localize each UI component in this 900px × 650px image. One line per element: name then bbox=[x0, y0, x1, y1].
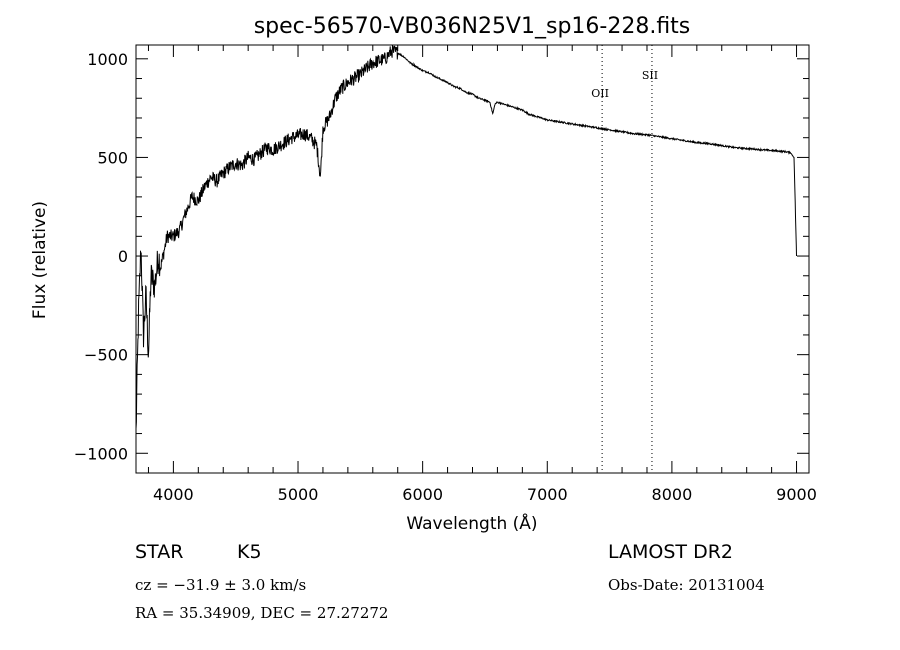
x-tick-label: 7000 bbox=[527, 485, 568, 504]
velocity-readout: cz = −31.9 ± 3.0 km/s bbox=[135, 576, 307, 594]
x-tick-label: 9000 bbox=[776, 485, 817, 504]
y-tick-label: 500 bbox=[97, 148, 128, 167]
x-tick-label: 8000 bbox=[652, 485, 693, 504]
emission-lines: OII SII bbox=[591, 45, 658, 473]
survey-name: LAMOST DR2 bbox=[608, 541, 733, 563]
axis-ticks bbox=[136, 45, 809, 474]
y-tick-label: −1000 bbox=[74, 444, 128, 463]
x-tick-label: 5000 bbox=[278, 485, 319, 504]
object-class: STAR bbox=[135, 541, 184, 563]
tick-labels: 4000 5000 6000 7000 8000 9000 −1000 −500 0 500 100… bbox=[74, 50, 817, 504]
y-tick-label: −500 bbox=[84, 346, 128, 365]
x-tick-label: 4000 bbox=[153, 485, 194, 504]
y-tick-label: 0 bbox=[118, 247, 128, 266]
x-axis-label: Wavelength (Å) bbox=[406, 512, 537, 534]
spectrum-series-line bbox=[135, 44, 797, 429]
observation-date: Obs-Date: 20131004 bbox=[608, 576, 765, 594]
x-tick-label: 6000 bbox=[402, 485, 443, 504]
line-label-oii: OII bbox=[591, 87, 609, 100]
chart-title: spec-56570-VB036N25V1_sp16-228.fits bbox=[254, 14, 691, 39]
object-subclass: K5 bbox=[237, 541, 262, 563]
y-axis-label: Flux (relative) bbox=[30, 201, 50, 319]
coordinates-readout: RA = 35.34909, DEC = 27.27272 bbox=[135, 604, 389, 622]
y-tick-label: 1000 bbox=[87, 50, 128, 69]
plot-frame bbox=[135, 44, 810, 474]
line-label-sii: SII bbox=[642, 69, 658, 82]
